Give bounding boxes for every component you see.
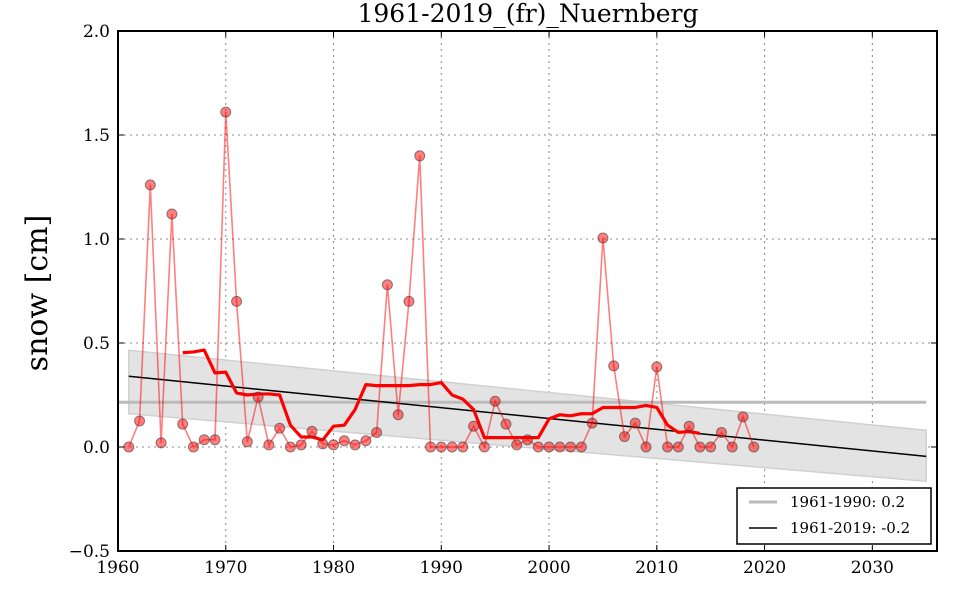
data-point bbox=[737, 411, 749, 423]
y-tick-label: 0.5 bbox=[83, 334, 110, 354]
data-point bbox=[231, 295, 243, 307]
legend-label-1961-2019: 1961-2019: -0.2 bbox=[790, 519, 910, 537]
data-point bbox=[575, 441, 587, 453]
data-point bbox=[618, 431, 630, 443]
data-point bbox=[554, 441, 566, 453]
data-point bbox=[155, 437, 167, 449]
data-point bbox=[295, 439, 307, 451]
y-axis-label: snow [cm] bbox=[20, 215, 55, 372]
data-point bbox=[511, 439, 523, 451]
data-point bbox=[694, 441, 706, 453]
data-point bbox=[252, 391, 264, 403]
data-point bbox=[381, 279, 393, 291]
data-point bbox=[123, 441, 135, 453]
x-tick-label: 1980 bbox=[312, 558, 355, 578]
plot-frame bbox=[117, 30, 938, 552]
data-point bbox=[371, 426, 383, 438]
data-point bbox=[349, 439, 361, 451]
y-tick-label: 1.5 bbox=[83, 126, 110, 146]
data-point bbox=[166, 208, 178, 220]
data-point bbox=[489, 395, 501, 407]
data-point bbox=[748, 441, 760, 453]
data-point bbox=[241, 436, 253, 448]
data-point bbox=[360, 435, 372, 447]
data-point bbox=[306, 425, 318, 437]
data-point bbox=[338, 435, 350, 447]
data-point bbox=[284, 441, 296, 453]
lines-group bbox=[118, 112, 927, 458]
data-point bbox=[532, 441, 544, 453]
data-point bbox=[478, 441, 490, 453]
data-point bbox=[317, 438, 329, 450]
data-point bbox=[187, 441, 199, 453]
y-tick-label: 1.0 bbox=[83, 230, 110, 250]
data-point bbox=[629, 417, 641, 429]
data-point bbox=[543, 441, 555, 453]
moving-average-line bbox=[182, 348, 701, 442]
data-point bbox=[144, 179, 156, 191]
chart-title: 1961-2019_(fr)_Nuernberg bbox=[358, 0, 699, 28]
y-tick-label: −0.5 bbox=[69, 542, 110, 562]
points-group bbox=[123, 106, 760, 453]
data-point bbox=[715, 426, 727, 438]
data-point bbox=[500, 418, 512, 430]
data-point bbox=[683, 420, 695, 432]
data-point bbox=[328, 439, 340, 451]
data-point bbox=[425, 441, 437, 453]
data-point bbox=[220, 106, 232, 118]
data-point bbox=[468, 420, 480, 432]
data-point bbox=[446, 441, 458, 453]
data-point bbox=[522, 434, 533, 446]
data-point bbox=[403, 295, 415, 307]
data-point bbox=[662, 441, 674, 453]
legend: 1961-1990: 0.2 1961-2019: -0.2 bbox=[736, 487, 932, 545]
data-point bbox=[597, 232, 609, 244]
x-tick-label: 2010 bbox=[635, 558, 678, 578]
data-point bbox=[263, 439, 275, 451]
x-tick-label: 2030 bbox=[851, 558, 894, 578]
x-tick-label: 2020 bbox=[743, 558, 786, 578]
legend-label-1961-1990: 1961-1990: 0.2 bbox=[790, 493, 905, 511]
y-tick-label: 2.0 bbox=[83, 22, 110, 42]
data-point bbox=[134, 415, 146, 427]
data-point bbox=[705, 441, 717, 453]
x-tick-label: 2000 bbox=[527, 558, 570, 578]
data-point bbox=[586, 417, 598, 429]
x-tick-label: 1990 bbox=[420, 558, 463, 578]
data-point bbox=[198, 434, 210, 446]
x-tick-label: 1970 bbox=[204, 558, 247, 578]
data-point bbox=[209, 434, 221, 446]
data-point bbox=[651, 361, 663, 373]
data-point bbox=[640, 441, 652, 453]
data-point bbox=[608, 360, 620, 372]
trend-1961-2019-line bbox=[128, 375, 927, 458]
data-point bbox=[274, 422, 286, 434]
ticks-group: 1960 1970 1980 1990 2000 2010 2020 2030 −0.5 0.0 0… bbox=[69, 22, 937, 578]
data-point bbox=[435, 441, 447, 453]
data-point bbox=[177, 418, 189, 430]
legend-box bbox=[736, 487, 932, 545]
data-point bbox=[726, 441, 738, 453]
x-tick-label: 1960 bbox=[96, 558, 139, 578]
data-point bbox=[672, 441, 684, 453]
data-point bbox=[565, 441, 577, 453]
data-point bbox=[392, 409, 404, 421]
y-tick-label: 0.0 bbox=[83, 438, 110, 458]
data-point bbox=[414, 150, 426, 162]
data-point bbox=[457, 441, 469, 453]
grid bbox=[118, 31, 937, 551]
